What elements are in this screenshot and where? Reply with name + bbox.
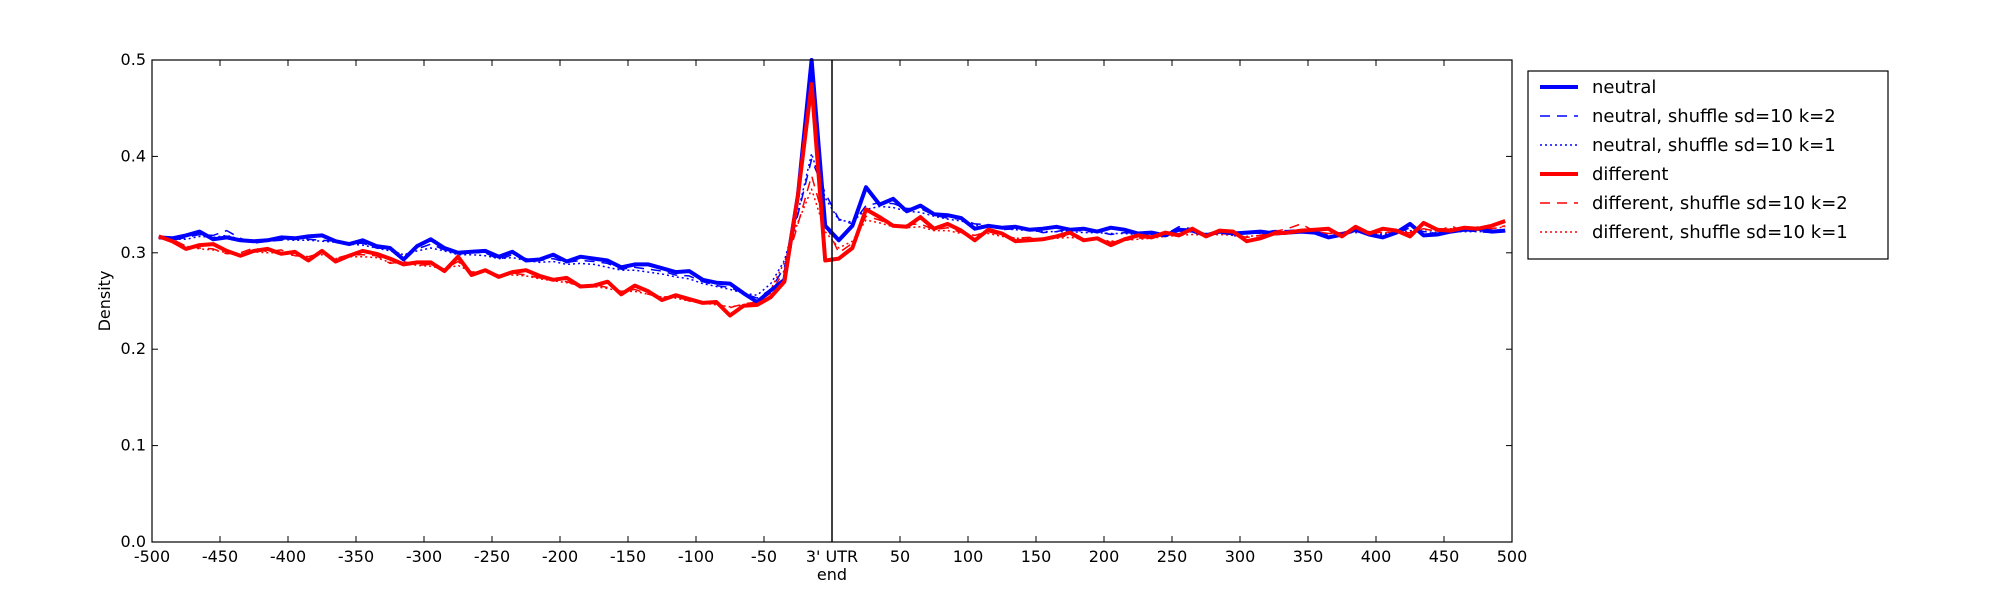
x-axis-label: end	[817, 565, 847, 584]
y-tick-label: 0.5	[121, 50, 146, 69]
x-tick-label: -100	[678, 547, 714, 566]
y-tick-label: 0.4	[121, 146, 146, 165]
y-tick-label: 0.0	[121, 532, 146, 551]
legend-label: neutral, shuffle sd=10 k=1	[1592, 135, 1836, 156]
y-tick-label: 0.3	[121, 243, 146, 262]
x-tick-label: 50	[890, 547, 910, 566]
legend-label: different, shuffle sd=10 k=2	[1592, 193, 1848, 214]
legend-box	[1527, 70, 1889, 260]
legend: neutral neutral, shuffle sd=10 k=2 neutral…	[1527, 70, 1889, 260]
x-tick-label: 250	[1157, 547, 1188, 566]
x-tick-label: 400	[1361, 547, 1392, 566]
x-tick-label: -350	[338, 547, 374, 566]
x-axis: -500 -450 -400 -350 -300 -250 -200 -150 -100 -50 3…	[134, 60, 1527, 566]
x-tick-label: -400	[270, 547, 306, 566]
x-tick-label: -50	[751, 547, 777, 566]
legend-label: different	[1592, 164, 1668, 185]
series-line-4	[158, 174, 1506, 309]
x-tick-label: 150	[1021, 547, 1052, 566]
x-tick-label: -250	[474, 547, 510, 566]
x-tick-label: -300	[406, 547, 442, 566]
y-axis-label: Density	[95, 271, 114, 332]
x-tick-label: 350	[1293, 547, 1324, 566]
y-axis: 0.0 0.1 0.2 0.3 0.4 0.5	[121, 50, 1512, 551]
x-tick-label: 200	[1089, 547, 1120, 566]
x-tick-label: 3' UTR	[806, 547, 858, 566]
x-tick-label: -450	[202, 547, 238, 566]
x-tick-label: 500	[1497, 547, 1528, 566]
x-tick-label: 450	[1429, 547, 1460, 566]
legend-label: neutral, shuffle sd=10 k=2	[1592, 106, 1836, 127]
legend-label: different, shuffle sd=10 k=1	[1592, 222, 1848, 243]
y-tick-label: 0.1	[121, 436, 146, 455]
x-tick-label: -500	[134, 547, 170, 566]
legend-label: neutral	[1592, 77, 1656, 98]
x-tick-label: -200	[542, 547, 578, 566]
x-tick-label: 300	[1225, 547, 1256, 566]
x-tick-label: 100	[953, 547, 984, 566]
y-tick-label: 0.2	[121, 339, 146, 358]
x-tick-label: -150	[610, 547, 646, 566]
